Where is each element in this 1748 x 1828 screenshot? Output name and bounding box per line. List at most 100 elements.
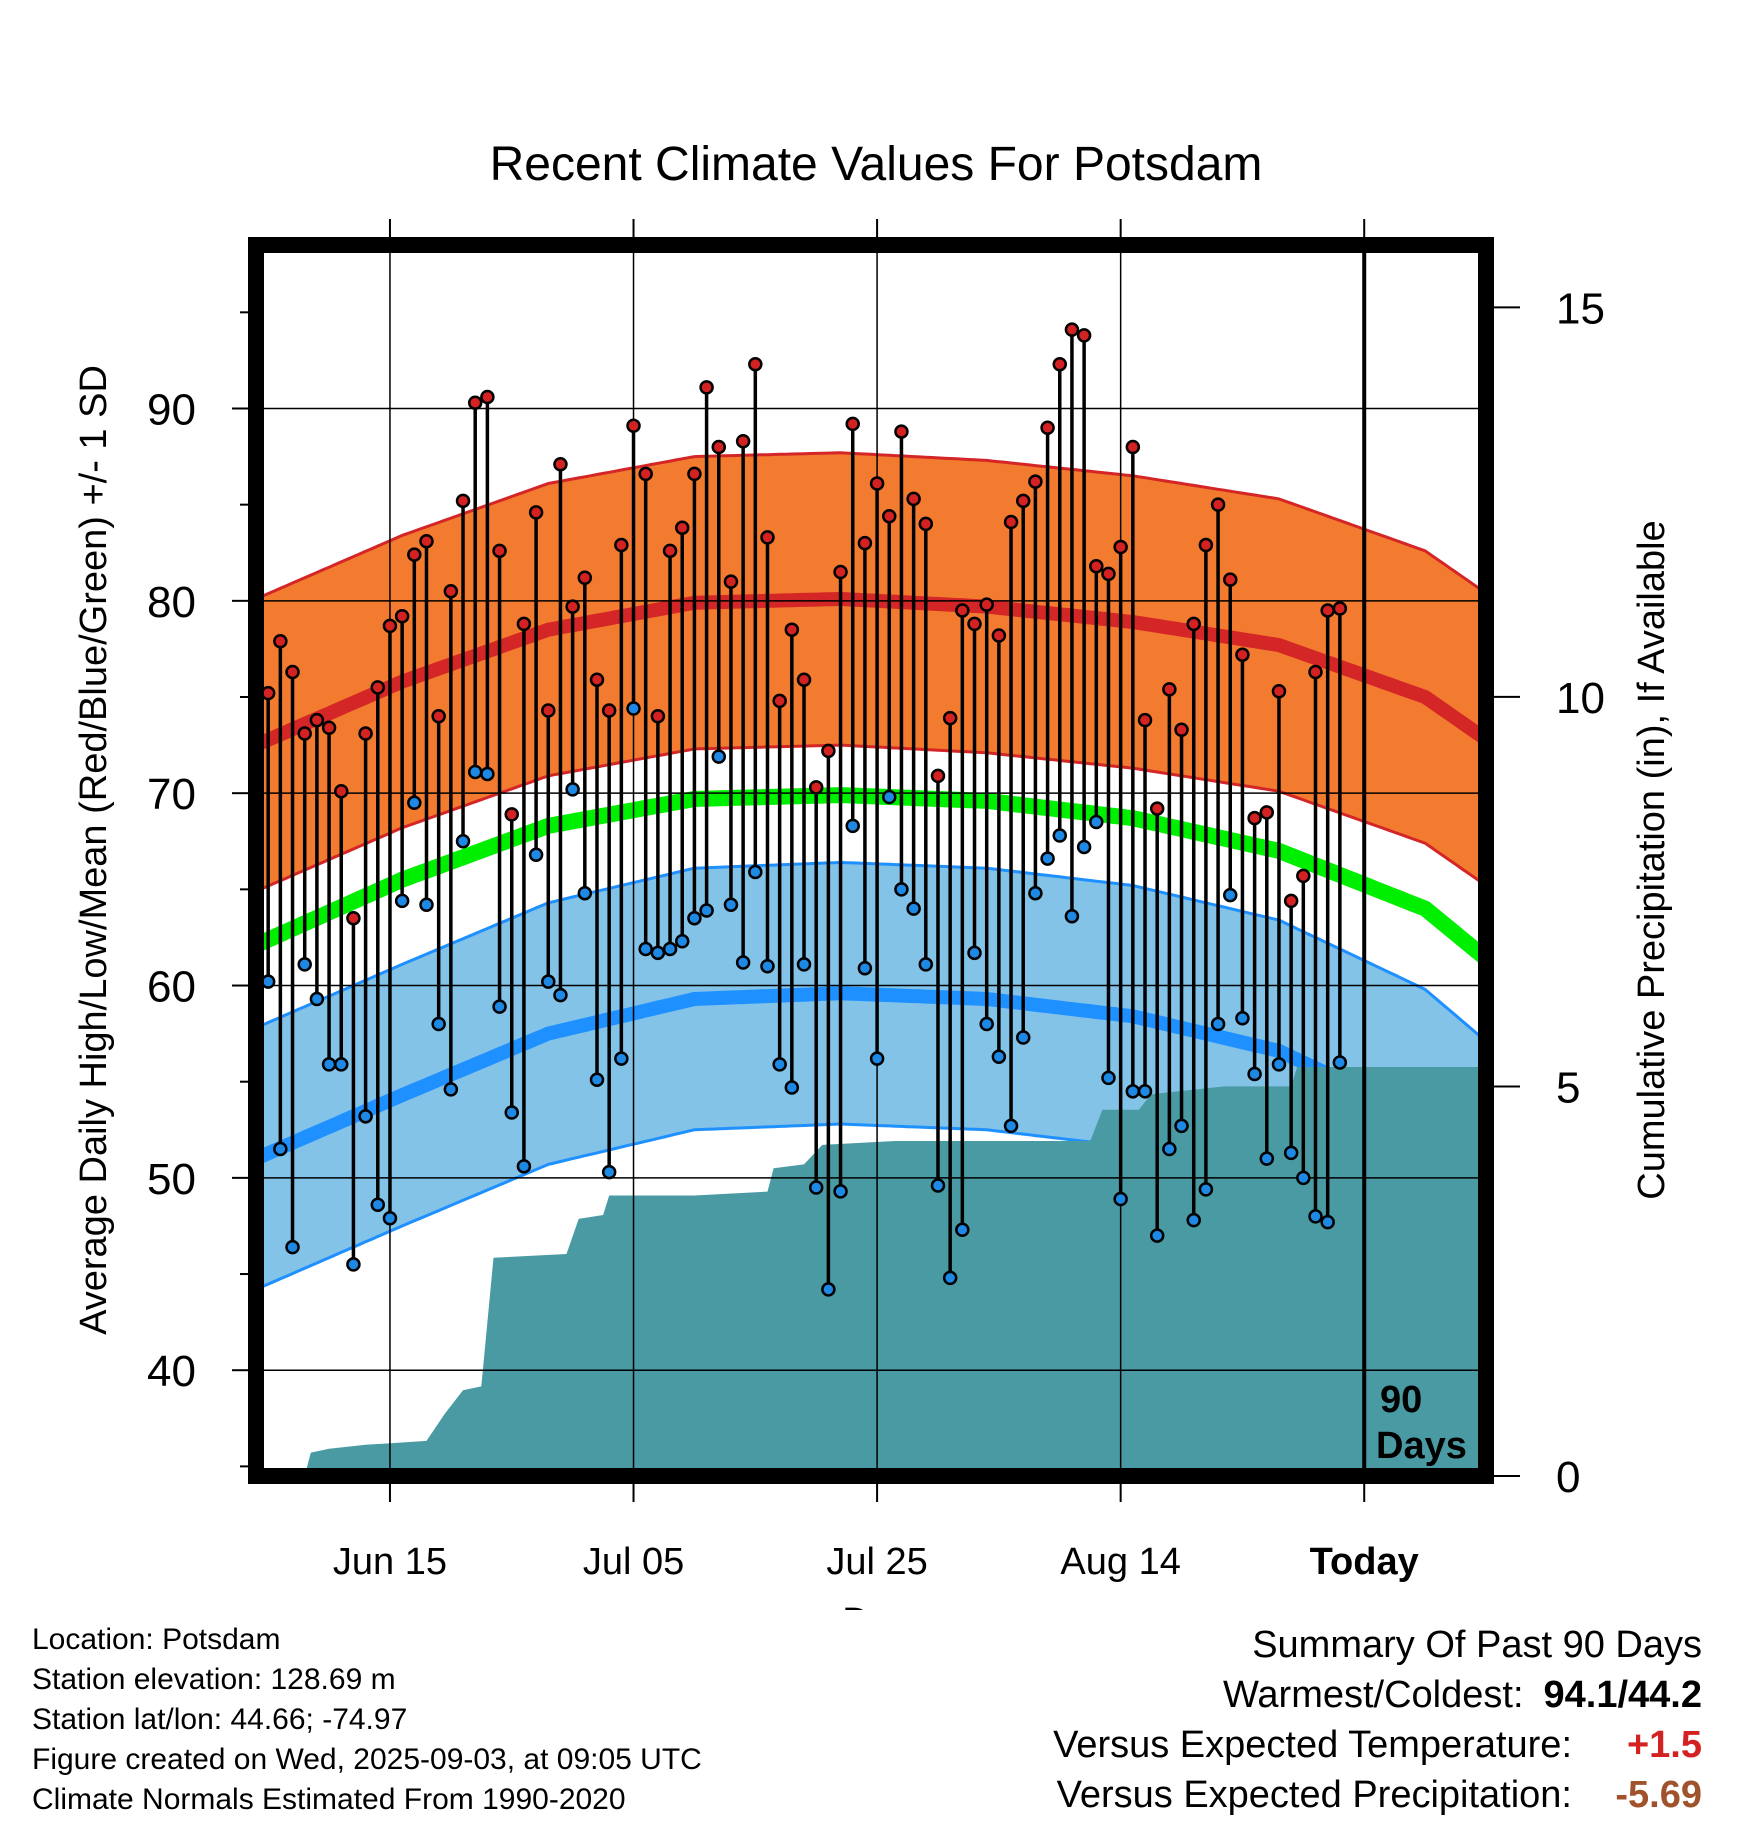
obs-low-point xyxy=(979,1016,994,1032)
obs-low-point xyxy=(821,1282,836,1297)
normal-low-line xyxy=(256,986,1486,1178)
obs-high-point xyxy=(565,599,580,614)
obs-low-point xyxy=(1186,1212,1201,1228)
obs-high-point xyxy=(358,726,373,741)
obs-high-point xyxy=(577,570,593,586)
obs-low-point xyxy=(516,1159,532,1174)
obs-high-point xyxy=(528,505,544,520)
obs-low-point xyxy=(273,1141,288,1157)
plot-frame xyxy=(248,237,1494,1484)
obs-low-point xyxy=(1296,1170,1311,1186)
obs-low-point xyxy=(346,1257,361,1272)
obs-high-point xyxy=(1210,497,1226,512)
obs-low-point xyxy=(1015,1030,1031,1045)
obs-low-point xyxy=(528,847,544,862)
obs-low-point xyxy=(638,941,653,957)
obs-high-point xyxy=(333,784,349,799)
high-sd-lower-edge xyxy=(256,743,1486,893)
obs-high-point xyxy=(942,710,958,726)
obs-high-point xyxy=(1089,558,1104,574)
obs-high-point xyxy=(1308,664,1323,680)
obs-high-point xyxy=(516,616,532,632)
obs-high-point xyxy=(431,708,446,724)
obs-high-point xyxy=(346,910,361,926)
obs-high-point xyxy=(601,703,617,718)
days-annotation-label: Days xyxy=(1376,1425,1467,1467)
obs-high-point xyxy=(285,664,300,680)
obs-low-point xyxy=(1162,1141,1177,1157)
obs-high-point xyxy=(1320,603,1335,618)
obs-low-point xyxy=(394,893,410,909)
obs-high-point xyxy=(1137,712,1153,728)
obs-high-point xyxy=(955,603,970,618)
obs-high-point xyxy=(930,768,946,784)
obs-high-point xyxy=(650,708,666,724)
obs-low-point xyxy=(285,1239,300,1255)
obs-low-point xyxy=(1052,828,1068,843)
obs-high-point xyxy=(833,564,848,580)
obs-high-point xyxy=(504,807,519,822)
obs-high-point xyxy=(1174,722,1189,737)
plot-border xyxy=(248,237,1494,1484)
obs-low-point xyxy=(431,1016,446,1032)
temp-diff-value: +1.5 xyxy=(1626,1724,1702,1766)
x-tick-label: Jul 25 xyxy=(826,1541,927,1583)
obs-low-point xyxy=(1271,1057,1287,1072)
obs-low-point xyxy=(760,959,775,974)
obs-low-point xyxy=(687,910,702,926)
obs-low-point xyxy=(1198,1182,1214,1197)
obs-low-point xyxy=(1259,1151,1275,1166)
obs-high-point xyxy=(492,543,507,559)
obs-low-point xyxy=(674,934,690,949)
obs-high-point xyxy=(991,628,1007,643)
obs-low-point xyxy=(711,749,727,764)
obs-high-point xyxy=(845,416,860,432)
precip-diff-value: -5.69 xyxy=(1615,1774,1702,1816)
obs-high-point xyxy=(455,493,471,509)
y-left-tick-label: 90 xyxy=(147,385,196,434)
obs-high-point xyxy=(796,672,812,687)
obs-high-point xyxy=(614,537,629,553)
obs-low-point xyxy=(808,1180,824,1195)
obs-high-point xyxy=(407,547,422,562)
obs-low-point xyxy=(1064,909,1080,924)
obs-low-point xyxy=(784,1080,800,1095)
chart-title: Recent Climate Values For Potsdam xyxy=(490,138,1263,191)
obs-high-point xyxy=(808,780,824,795)
obs-high-point xyxy=(1235,647,1250,662)
y-axis-right-label: Cumulative Precipitation (in), If Availa… xyxy=(1631,520,1673,1199)
axes: 40 50 60 70 80 90 0 5 10 15 Jun 15 Jul 05 Jul 25 Aug … xyxy=(147,219,1605,1583)
latlon-text: Station lat/lon: 44.66; -74.97 xyxy=(32,1703,408,1736)
warmest-label: Warmest/Coldest: xyxy=(1222,1674,1524,1716)
y-left-tick-label: 60 xyxy=(147,963,196,1012)
obs-high-point xyxy=(1283,893,1299,909)
summary-title: Summary Of Past 90 Days xyxy=(1252,1624,1702,1666)
obs-low-point xyxy=(370,1197,386,1213)
obs-high-point xyxy=(467,395,483,410)
precip-diff-label: Versus Expected Precipitation: xyxy=(1056,1774,1572,1816)
obs-low-point xyxy=(906,901,921,916)
obs-low-point xyxy=(407,795,422,811)
y-left-tick-label: 50 xyxy=(147,1155,196,1204)
x-tick-label: Today xyxy=(1310,1541,1419,1583)
obs-high-point xyxy=(882,508,897,524)
obs-high-point xyxy=(711,439,727,455)
x-tick-label: Aug 14 xyxy=(1060,1541,1180,1583)
y-right-tick-label: 0 xyxy=(1556,1453,1580,1502)
obs-low-point xyxy=(882,789,897,805)
obs-high-point xyxy=(748,357,763,372)
days-annotation-number: 90 xyxy=(1380,1379,1422,1421)
obs-low-point xyxy=(1223,887,1238,903)
precipitation-area xyxy=(256,1067,1486,1476)
obs-high-point xyxy=(321,720,337,736)
obs-low-point xyxy=(504,1105,519,1120)
obs-high-point xyxy=(1015,493,1031,509)
obs-low-point xyxy=(748,864,763,880)
obs-low-point xyxy=(1076,839,1092,855)
obs-high-point xyxy=(1028,474,1043,489)
obs-high-point xyxy=(1064,322,1080,337)
obs-low-point xyxy=(382,1211,398,1226)
obs-high-point xyxy=(1247,810,1262,826)
obs-low-point xyxy=(833,1184,848,1199)
warmest-value: 94.1/44.2 xyxy=(1543,1674,1702,1716)
